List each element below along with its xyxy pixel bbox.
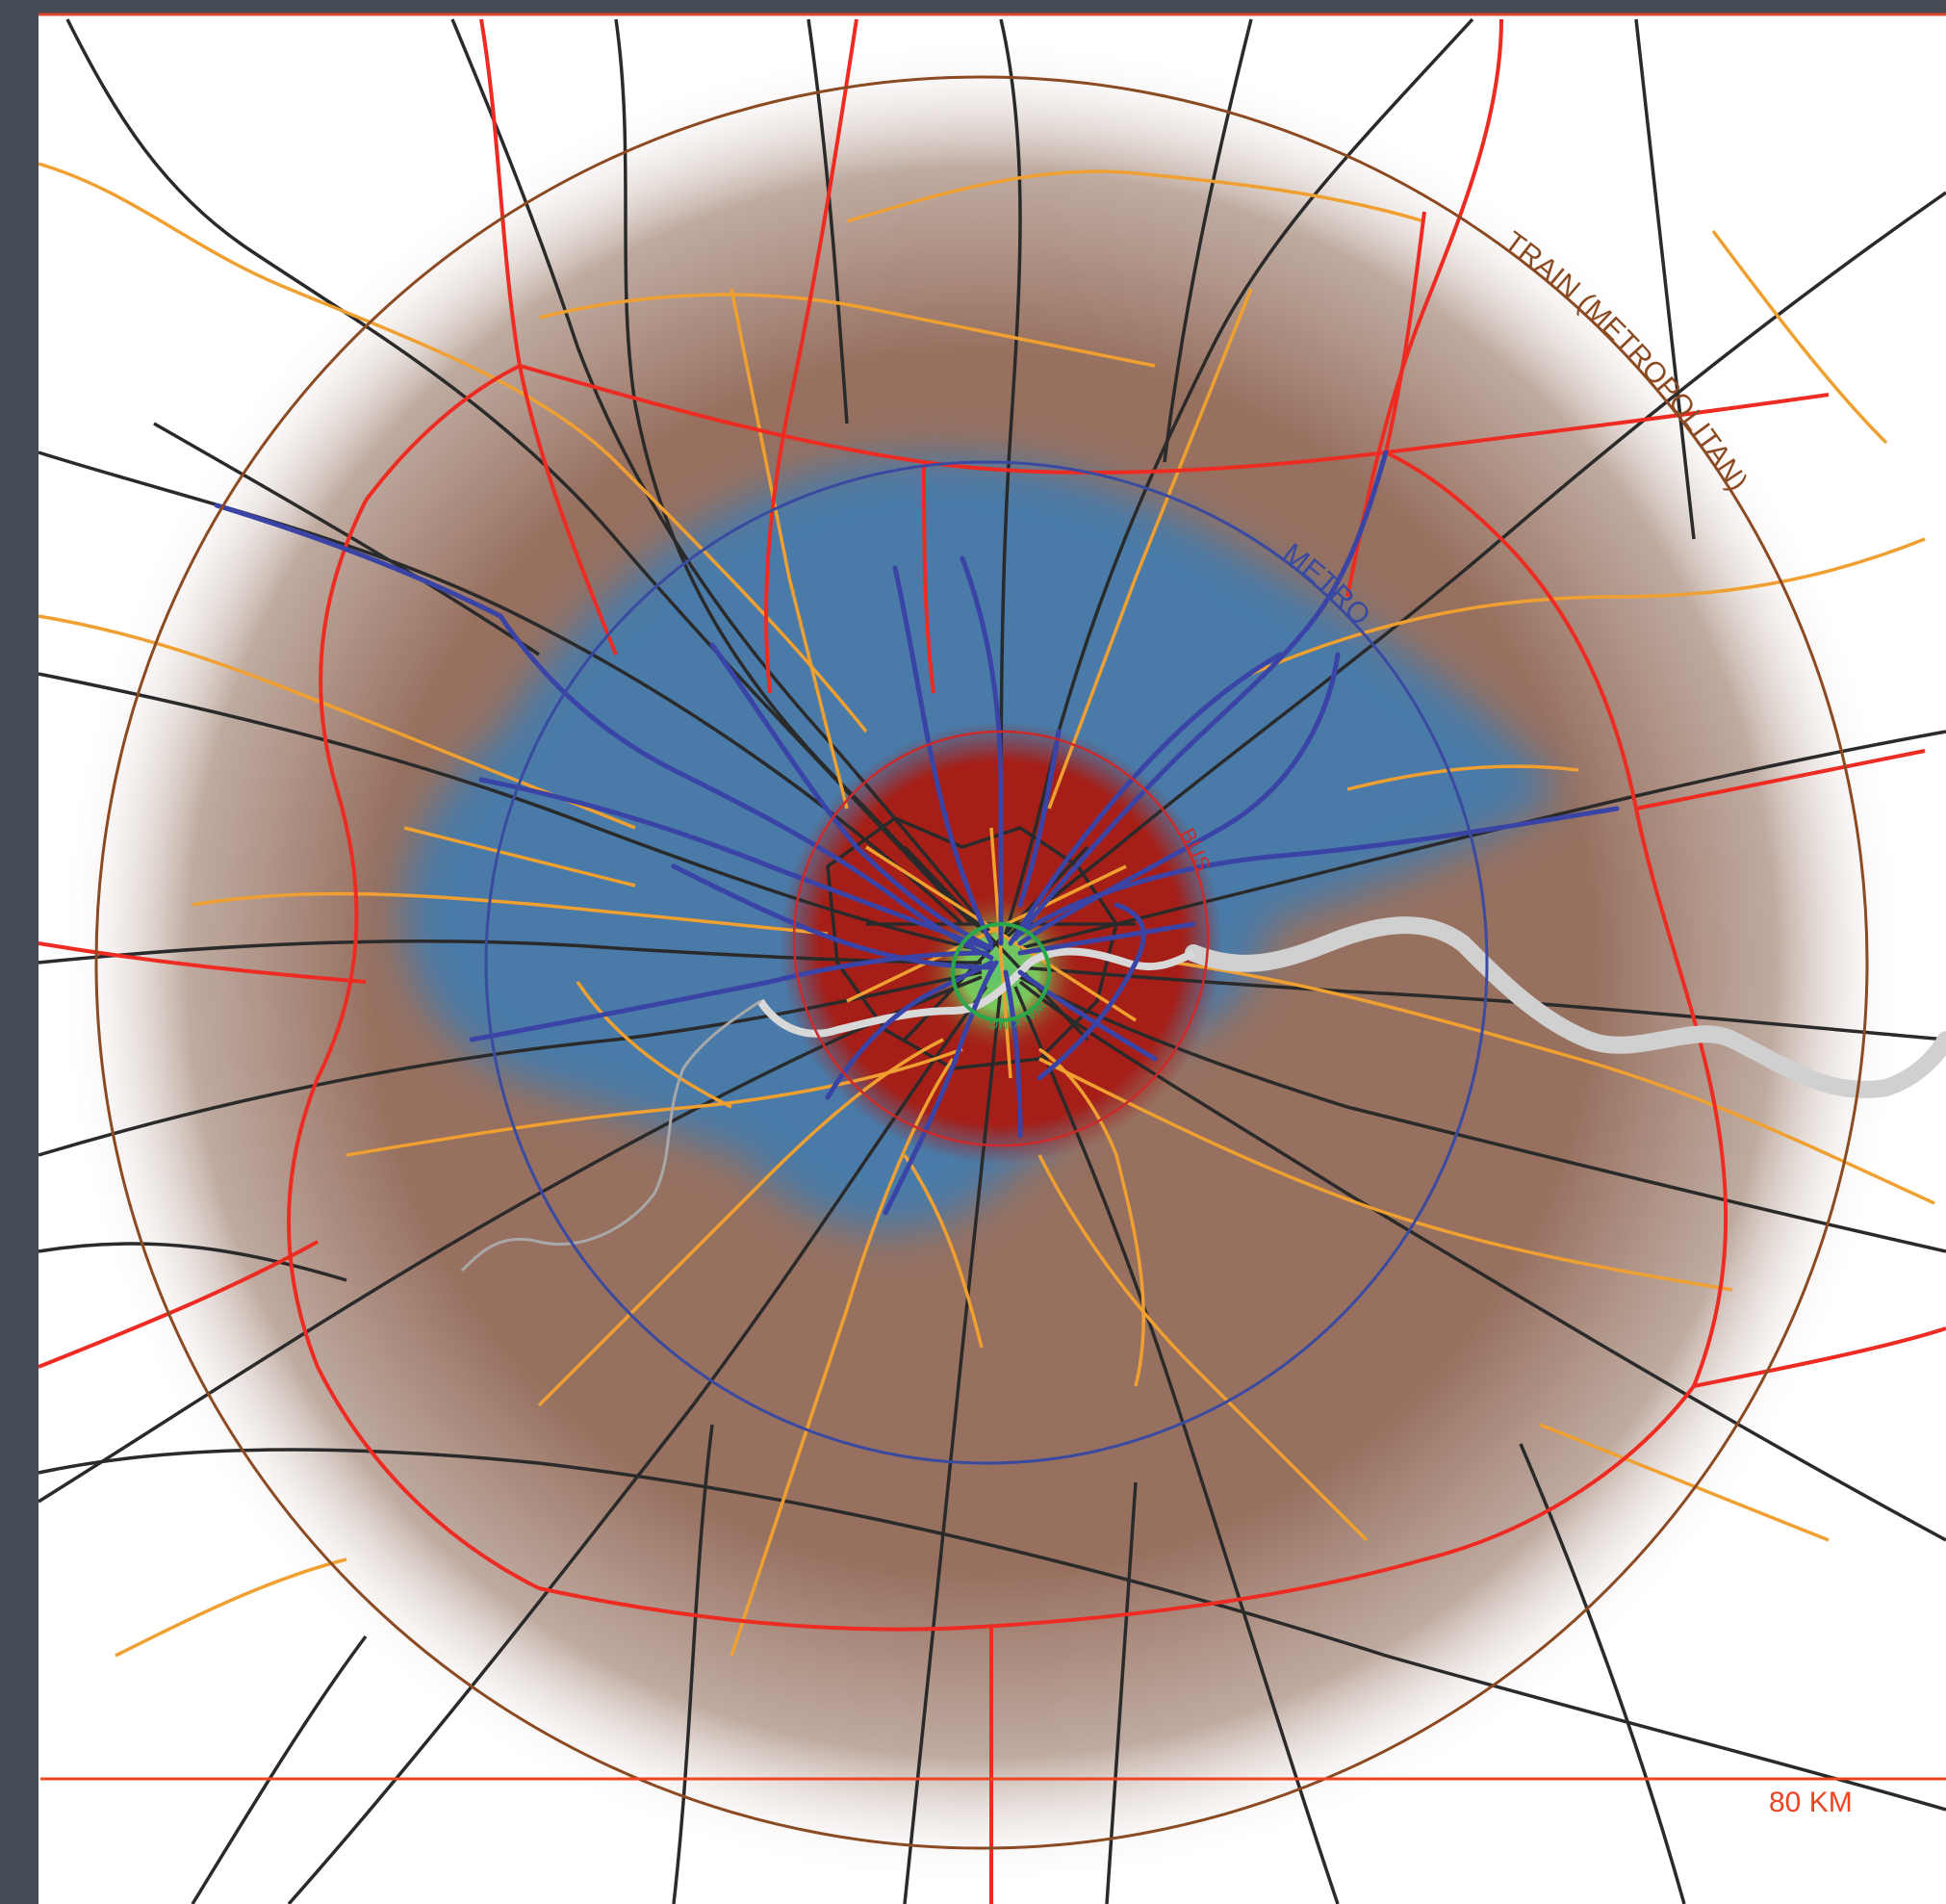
tube-network [214, 450, 1620, 1216]
a-road-network [38, 162, 1935, 1658]
bus-ring [792, 730, 1210, 1147]
top-border [38, 0, 1946, 13]
motorway-network [38, 18, 1946, 1904]
train-ring [94, 75, 1869, 1850]
metro-ring [484, 460, 1489, 1465]
river-thames-centre [756, 947, 1195, 1038]
left-frame-bar [0, 0, 38, 1904]
walking-ring [951, 922, 1051, 1022]
river-thames-upper [460, 999, 761, 1273]
river-thames [1185, 916, 1946, 1098]
scale-label: 80 KM [1769, 1787, 1853, 1818]
